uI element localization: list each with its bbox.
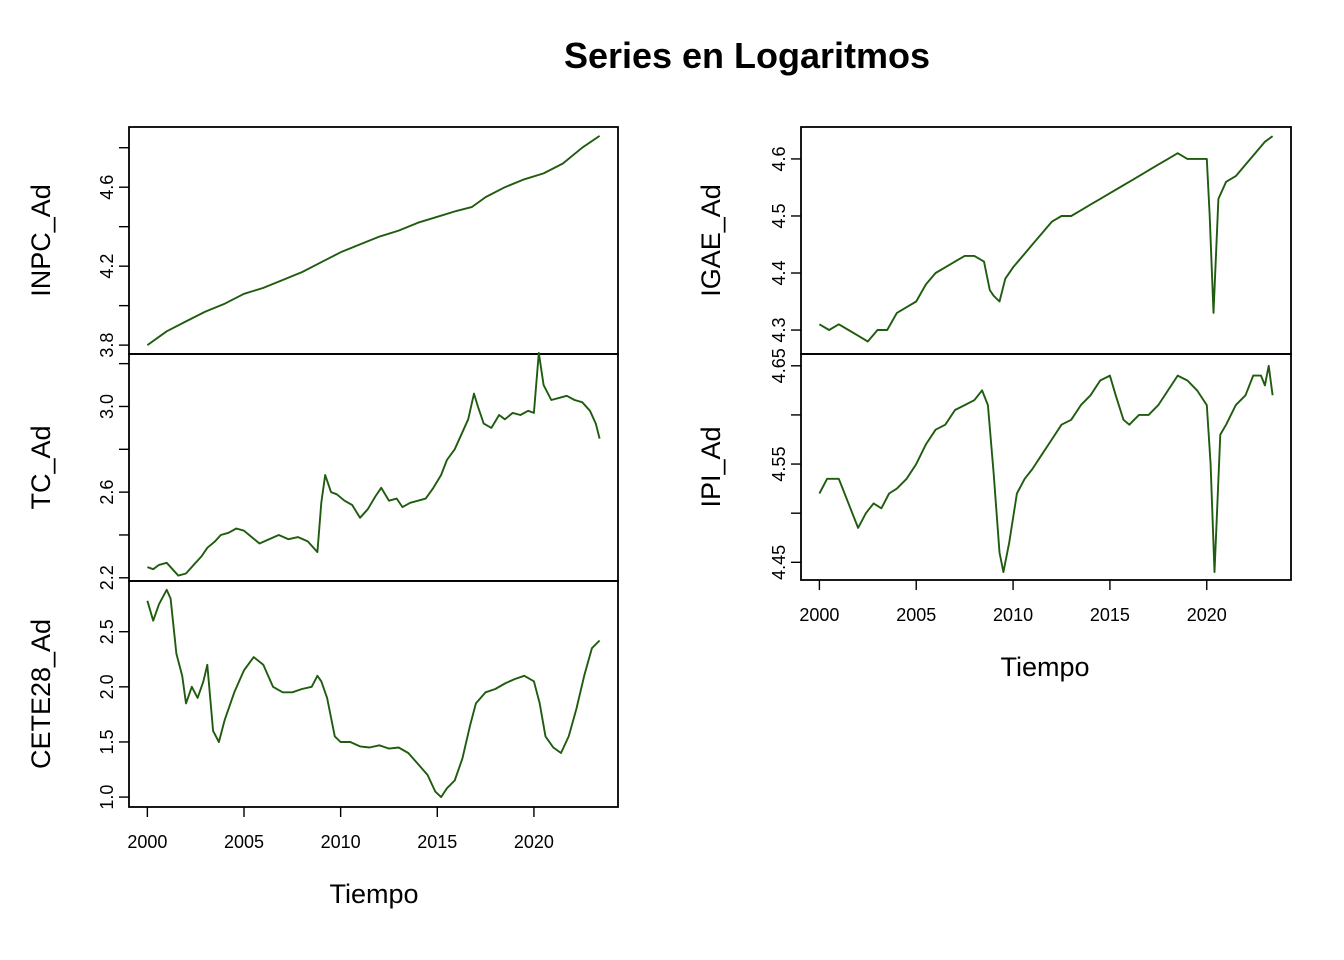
y-axis-label-igae: IGAE_Ad [696, 184, 726, 297]
series-line-cete28 [146, 588, 601, 799]
y-tick-label-cete28-0: 1.0 [97, 785, 117, 810]
chart-title: Series en Logaritmos [564, 35, 930, 76]
plot-frame-cete28 [128, 580, 619, 808]
y-tick-label-cete28-1: 1.5 [97, 729, 117, 754]
x-tick-label-cete28-2: 2010 [321, 832, 361, 852]
y-tick-label-tc-2: 3.0 [97, 394, 117, 419]
y-tick-label-inpc-2: 4.6 [97, 175, 117, 200]
panel-cete28: 1.0 1.5 2.0 2.5 CETE28_Ad 2000 2005 2010 2015 202… [26, 580, 619, 852]
y-axis-label-inpc: INPC_Ad [26, 184, 56, 297]
y-tick-label-ipi-0: 4.45 [769, 545, 789, 580]
y-tick-label-igae-2: 4.5 [769, 203, 789, 228]
x-tick-label-cete28-0: 2000 [127, 832, 167, 852]
x-tick-label-ipi-4: 2020 [1187, 605, 1227, 625]
x-axis-label-left: Tiempo [329, 879, 418, 909]
x-tick-label-cete28-3: 2015 [417, 832, 457, 852]
y-tick-label-inpc-0: 3.8 [97, 333, 117, 358]
y-tick-label-igae-1: 4.4 [769, 260, 789, 285]
x-tick-label-cete28-4: 2020 [514, 832, 554, 852]
x-tick-label-ipi-2: 2010 [993, 605, 1033, 625]
panel-igae: 4.3 4.4 4.5 4.6 IGAE_Ad [696, 126, 1292, 355]
y-tick-label-tc-1: 2.6 [97, 480, 117, 505]
plot-frame-ipi [800, 353, 1292, 581]
y-axis-label-cete28: CETE28_Ad [26, 619, 56, 769]
y-axis-label-tc: TC_Ad [26, 425, 56, 509]
y-tick-label-igae-3: 4.6 [769, 146, 789, 171]
y-tick-label-ipi-1: 4.55 [769, 447, 789, 482]
series-line-inpc [146, 135, 601, 346]
x-tick-label-ipi-3: 2015 [1090, 605, 1130, 625]
panel-inpc: 3.8 4.2 4.6 INPC_Ad [26, 126, 619, 358]
series-line-ipi [818, 364, 1274, 574]
y-tick-label-tc-0: 2.2 [97, 565, 117, 590]
panel-tc: 2.2 2.6 3.0 TC_Ad [26, 351, 619, 590]
x-tick-label-ipi-0: 2000 [799, 605, 839, 625]
x-axis-label-right: Tiempo [1000, 652, 1089, 682]
series-line-tc [147, 351, 601, 577]
x-tick-label-ipi-1: 2005 [896, 605, 936, 625]
x-tick-label-cete28-1: 2005 [224, 832, 264, 852]
series-line-igae [818, 135, 1274, 343]
plot-frame-inpc [128, 126, 619, 355]
y-tick-label-igae-0: 4.3 [769, 318, 789, 343]
y-tick-label-cete28-2: 2.0 [97, 674, 117, 699]
y-tick-label-inpc-1: 4.2 [97, 254, 117, 279]
panel-ipi: 4.45 4.55 4.65 IPI_Ad 2000 2005 2010 2015 2020 [696, 348, 1292, 625]
y-tick-label-ipi-2: 4.65 [769, 348, 789, 383]
y-tick-label-cete28-3: 2.5 [97, 619, 117, 644]
y-axis-label-ipi: IPI_Ad [696, 426, 726, 507]
